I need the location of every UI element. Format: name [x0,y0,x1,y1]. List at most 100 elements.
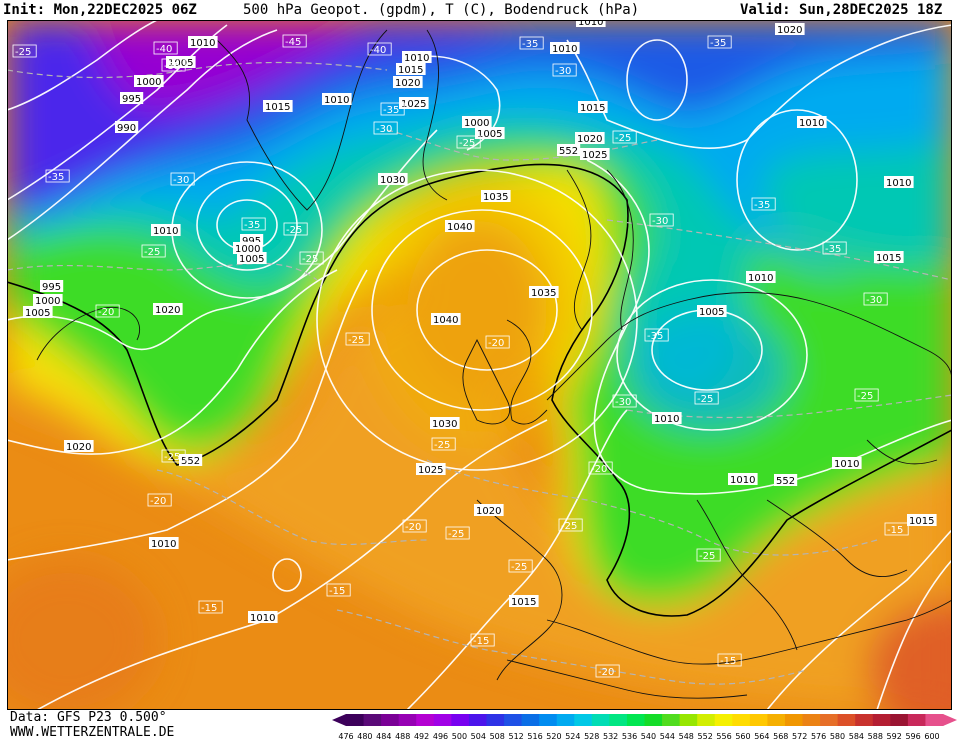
legend-swatch [346,714,365,726]
svg-text:-25: -25 [144,247,160,258]
temperature-label: -20 [485,335,510,349]
legend-swatch [626,714,645,726]
svg-text:-25: -25 [164,452,180,463]
svg-text:1010: 1010 [151,539,176,550]
temperature-label: -25 [283,222,308,236]
legend-swatch [556,714,575,726]
svg-text:-20: -20 [488,338,504,349]
temperature-label: -20 [588,461,613,475]
temperature-label: -25 [854,388,879,402]
temperature-label: -35 [241,217,266,231]
legend-swatch [697,714,716,726]
svg-text:1005: 1005 [25,308,50,319]
pressure-label: 1035 [529,286,559,299]
pressure-label: 1025 [399,97,429,110]
legend-swatch [767,714,786,726]
svg-text:1035: 1035 [483,192,508,203]
svg-text:1040: 1040 [447,222,472,233]
geopotential-labels: 552 552 552 [179,144,798,487]
legend-tick-label: 592 [887,732,902,741]
svg-text:-35: -35 [244,220,260,231]
pressure-label: 1020 [64,440,94,453]
pressure-label: 1000 [462,116,492,129]
legend-swatch [521,714,540,726]
pressure-label: 1020 [393,76,423,89]
legend-swatch [802,714,821,726]
pressure-label: 1010 [652,412,682,425]
legend-swatch [416,714,435,726]
pressure-label: 1010 [402,51,432,64]
svg-text:-25: -25 [699,551,715,562]
temperature-label: -30 [649,213,674,227]
legend-tick-label: 484 [376,732,391,741]
svg-text:1025: 1025 [418,465,443,476]
svg-text:-30: -30 [376,124,392,135]
legend-tick-label: 528 [584,732,599,741]
legend-swatch [486,714,505,726]
pressure-label: 1015 [509,595,539,608]
temperature-label: -35 [707,35,732,49]
legend-tick-label: 572 [792,732,807,741]
valid-time: Valid: Sun,28DEC2025 18Z [740,2,943,18]
svg-text:-20: -20 [598,667,614,678]
svg-text:1010: 1010 [324,95,349,106]
pressure-label: 1000 [134,75,164,88]
pressure-label: 990 [115,121,139,134]
pressure-label: 1010 [746,271,776,284]
legend-swatch [363,714,382,726]
legend-tick-label: 476 [338,732,353,741]
temperature-label: -15 [198,600,223,614]
svg-text:-35: -35 [522,39,538,50]
legend-tick-label: 536 [622,732,637,741]
temperature-label: -25 [612,130,637,144]
data-source-label: Data: GFS P23 0.500° [10,710,167,725]
svg-text:-25: -25 [615,133,631,144]
legend-tick-label: 552 [698,732,713,741]
temperature-label: -25 [161,449,186,463]
temperature-label: -25 [696,548,721,562]
svg-text:1010: 1010 [730,475,755,486]
pressure-label: 1015 [396,63,426,76]
legend-arrow-left [332,714,346,726]
temperature-label: -35 [380,102,405,116]
legend-tick-label: 504 [471,732,486,741]
legend-tick-label: 520 [546,732,561,741]
svg-text:1025: 1025 [401,99,426,110]
svg-text:552: 552 [776,476,795,487]
pressure-label: 1005 [697,305,727,318]
svg-text:1000: 1000 [136,77,161,88]
legend-tick-label: 492 [414,732,429,741]
svg-text:-25: -25 [348,335,364,346]
temperature-label: -40 [153,41,178,55]
legend-tick-label: 588 [868,732,883,741]
legend-swatch [855,714,874,726]
temperature-label: -30 [863,292,888,306]
svg-text:-35: -35 [825,244,841,255]
legend-tick-label: 512 [508,732,523,741]
geopotential-label: 552 [179,454,203,467]
pressure-label: 1010 [832,457,862,470]
svg-text:-25: -25 [434,440,450,451]
svg-text:1010: 1010 [153,226,178,237]
pressure-label: 995 [120,92,144,105]
isobars [7,20,952,710]
temperature-label: -25 [456,135,481,149]
pressure-label: 1015 [578,101,608,114]
pressure-label: 1020 [474,504,504,517]
legend-tick-label: 540 [641,732,656,741]
legend-tick-label: 568 [773,732,788,741]
legend-swatch [381,714,400,726]
svg-text:-25: -25 [448,529,464,540]
temperature-label: -30 [552,63,577,77]
pressure-label: 1005 [237,252,267,265]
svg-text:-35: -35 [754,200,770,211]
svg-text:552: 552 [559,146,578,157]
svg-text:-15: -15 [329,586,345,597]
pressure-label: 1015 [907,514,937,527]
legend-tick-label: 508 [490,732,505,741]
svg-text:1030: 1030 [380,175,405,186]
legend-tick-label: 524 [565,732,580,741]
legend-swatch [907,714,926,726]
pressure-label: 1025 [416,463,446,476]
